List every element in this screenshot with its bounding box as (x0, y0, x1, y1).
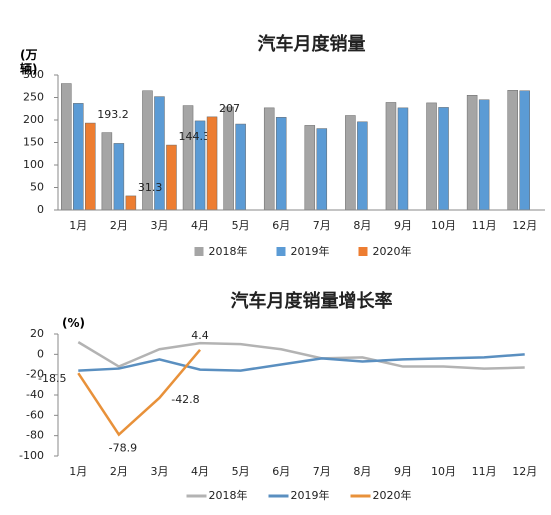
bar (166, 144, 177, 211)
legend-label: 2018年 (209, 244, 248, 258)
bar (507, 90, 518, 211)
line (77, 341, 525, 370)
x-tick-label: 5月 (232, 219, 250, 232)
x-tick-label: 2月 (110, 219, 128, 232)
legend-label: 2018年 (209, 488, 248, 502)
data-label: -42.8 (171, 393, 199, 406)
bar (73, 103, 84, 211)
y-tick-label: -60 (26, 408, 44, 421)
x-tick-label: 4月 (191, 219, 209, 232)
data-label: 193.2 (97, 108, 128, 121)
bar (385, 102, 397, 211)
y-tick-label: 50 (30, 181, 44, 194)
y-tick-label: -100 (19, 449, 44, 462)
bar (223, 106, 234, 211)
y-tick-label: 0 (37, 347, 44, 360)
x-tick-label: 11月 (472, 219, 497, 232)
data-label: 144.3 (178, 130, 210, 143)
bar (304, 125, 316, 211)
y-tick-label: 300 (23, 68, 44, 81)
x-tick-label: 7月 (313, 465, 331, 478)
bar (206, 116, 218, 211)
x-tick-label: 2月 (110, 465, 128, 478)
bar (357, 121, 368, 211)
x-tick-label: 5月 (232, 465, 250, 478)
legend-label: 2020年 (373, 488, 412, 502)
bar (466, 95, 478, 211)
legend-swatch (194, 247, 204, 256)
x-tick-label: 3月 (150, 219, 168, 232)
x-tick-label: 9月 (394, 465, 412, 478)
bar (316, 128, 328, 211)
y-tick-label: 100 (23, 158, 44, 171)
y-tick-label: 20 (30, 327, 44, 340)
bar (182, 105, 194, 211)
x-tick-label: 9月 (394, 219, 412, 232)
x-tick-label: 10月 (431, 465, 456, 478)
legend-swatch (276, 247, 286, 256)
y-tick-label: 150 (23, 136, 44, 149)
x-tick-label: 4月 (191, 465, 209, 478)
x-tick-label: 1月 (69, 465, 87, 478)
legend-swatch (358, 247, 368, 256)
bar (113, 143, 125, 211)
bar (263, 107, 275, 211)
y-tick-label: 200 (23, 113, 44, 126)
data-label: 207 (219, 102, 240, 115)
legend-label: 2019年 (291, 244, 330, 258)
x-tick-label: 12月 (512, 465, 537, 478)
x-tick-label: 10月 (431, 219, 456, 232)
bar (438, 107, 449, 211)
bar (345, 115, 356, 211)
bar (235, 123, 246, 211)
data-label: 31.3 (138, 181, 163, 194)
x-tick-label: 1月 (69, 219, 87, 232)
chart-title: 汽车月度销量增长率 (231, 290, 393, 312)
legend-label: 2019年 (291, 488, 330, 502)
y-axis-label: (万辆) (20, 48, 38, 76)
y-tick-label: 0 (37, 203, 44, 216)
x-tick-label: 3月 (150, 465, 168, 478)
y-tick-label: -80 (26, 429, 44, 442)
x-tick-label: 7月 (313, 219, 331, 232)
x-tick-label: 6月 (272, 465, 290, 478)
bar (519, 90, 530, 211)
bar (426, 102, 437, 211)
y-axis-label: (%) (62, 316, 85, 330)
bar (125, 195, 137, 211)
line (77, 349, 201, 437)
chart-title: 汽车月度销量 (258, 33, 366, 55)
bar (275, 117, 287, 211)
data-label: -18.5 (38, 372, 66, 385)
y-tick-label: -40 (26, 388, 44, 401)
bar (101, 132, 113, 211)
x-tick-label: 12月 (512, 219, 537, 232)
x-tick-label: 6月 (272, 219, 290, 232)
data-label: 4.4 (191, 329, 209, 342)
line (78, 353, 525, 372)
y-tick-label: 250 (23, 91, 44, 104)
legend-label: 2020年 (373, 244, 412, 258)
data-label: -78.9 (109, 442, 137, 455)
y-tick-label: -20 (26, 368, 44, 381)
bar (478, 99, 490, 211)
x-tick-label: 11月 (472, 465, 497, 478)
x-tick-label: 8月 (353, 465, 371, 478)
bar (397, 107, 409, 211)
x-tick-label: 8月 (353, 219, 371, 232)
bar (85, 122, 96, 211)
bar (61, 83, 72, 211)
